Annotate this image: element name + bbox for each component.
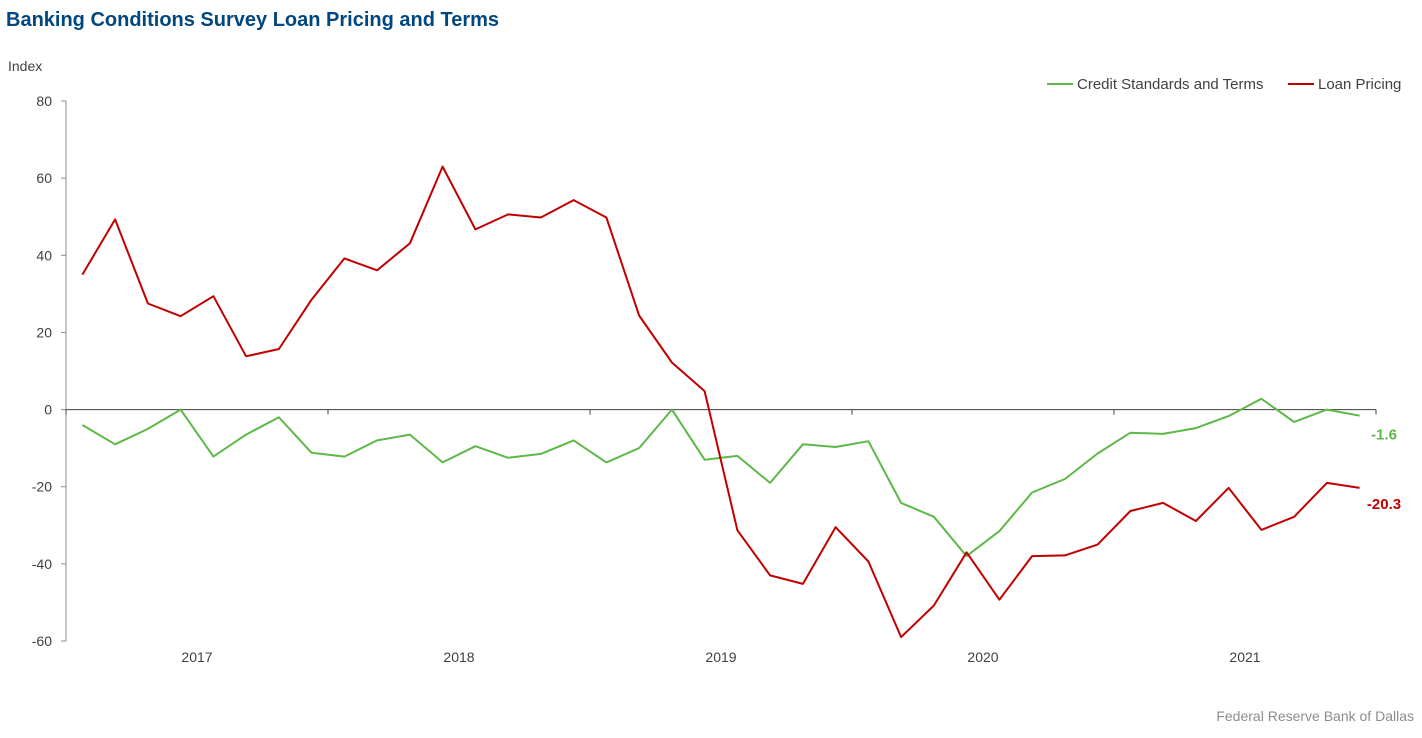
x-tick-label: 2019: [705, 649, 736, 665]
y-tick-label: 80: [36, 93, 52, 109]
y-axis: 80 60 40 20 0 -20 -40 -60: [32, 93, 67, 649]
y-tick-label: -40: [32, 556, 52, 572]
x-tick-label: 2021: [1229, 649, 1260, 665]
end-value-label: -20.3: [1367, 496, 1401, 513]
source-note: Federal Reserve Bank of Dallas: [1216, 708, 1414, 724]
x-tick-label: 2020: [967, 649, 998, 665]
y-tick-label: -20: [32, 479, 52, 495]
y-tick-label: -60: [32, 633, 52, 649]
end-value-label: -1.6: [1371, 427, 1397, 444]
y-tick-label: 0: [44, 402, 52, 418]
series-line-credit-standards: [81, 397, 1360, 558]
x-tick-label: 2017: [181, 649, 212, 665]
y-tick-label: 20: [36, 324, 52, 340]
series-line-loan-pricing: [81, 165, 1360, 639]
legend-entry: Loan Pricing: [1318, 76, 1401, 93]
y-tick-label: 40: [36, 247, 52, 263]
x-axis: 2017 2018 2019 2020 2021: [65, 409, 1377, 665]
x-tick-label: 2018: [443, 649, 474, 665]
y-tick-label: 60: [36, 170, 52, 186]
y-axis-label: Index: [8, 58, 42, 74]
series-lines: -1.6 -20.3: [81, 165, 1401, 639]
chart-title: Banking Conditions Survey Loan Pricing a…: [6, 9, 500, 31]
legend-entry: Credit Standards and Terms: [1077, 76, 1263, 93]
legend: Credit Standards and Terms Loan Pricing: [1047, 76, 1401, 93]
